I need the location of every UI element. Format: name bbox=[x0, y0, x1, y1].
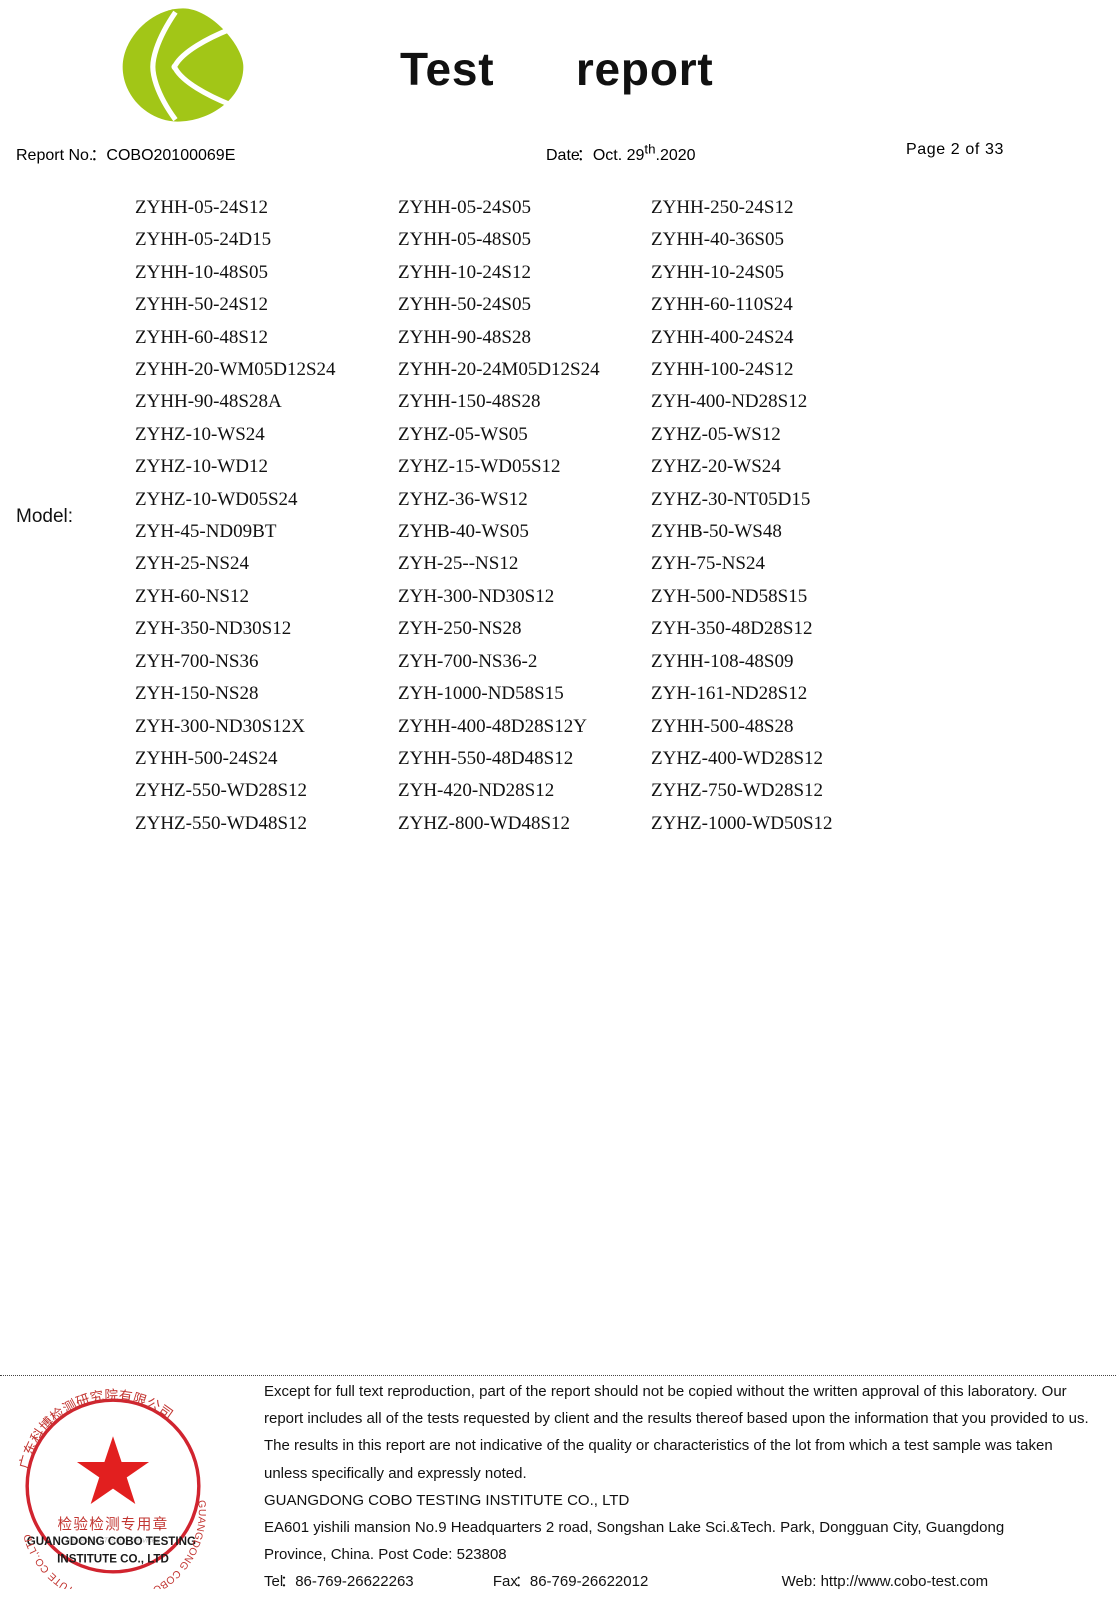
svg-text:GUANGDONG COBO TESTING I: GUANGDONG COBO TESTING INSTITUTE CO., LT… bbox=[27, 1536, 199, 1565]
svg-text:检验检测专用章: 检验检测专用章 bbox=[57, 1513, 168, 1534]
svg-text:广东科博检测研究院有限公司: 广东科博检测研究院有限公司 bbox=[13, 1384, 178, 1471]
